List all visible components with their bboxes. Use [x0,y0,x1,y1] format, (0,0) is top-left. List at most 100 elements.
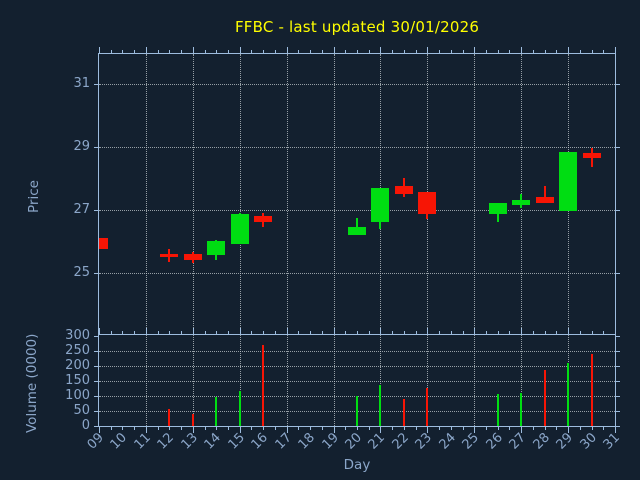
price-gridline [99,272,615,274]
x-tickmark-bottom [298,427,300,430]
x-tickmark-top [532,50,534,53]
volume-tickmark [616,426,620,427]
x-tickmark-top [122,50,124,53]
volume-tick-label: 0 [81,418,90,433]
x-tickmark-mid [486,331,487,334]
x-tickmark-mid [462,331,464,334]
x-tickmark-bottom [474,427,476,433]
x-tickmark-top [145,47,147,53]
x-tickmark-top [169,50,171,53]
x-gridline [380,335,382,426]
price-tickmark [616,273,620,274]
x-tickmark-top [192,47,194,53]
x-tickmark-bottom [263,427,265,430]
price-gridline [99,209,615,211]
x-tick-label: 19 [319,430,342,453]
x-tickmark-bottom [357,427,358,430]
x-tickmark-mid [591,331,593,334]
x-tickmark-mid [357,331,358,334]
volume-tickmark [616,381,620,382]
x-tickmark-top [134,50,136,53]
x-tickmark-mid [474,328,476,334]
x-tickmark-bottom [274,427,276,430]
x-tickmark-top [239,47,241,53]
x-tickmark-mid [286,328,288,334]
x-tick-label: 26 [483,430,506,453]
x-tickmark-bottom [450,427,452,430]
x-tickmark-top [380,47,382,53]
x-tickmark-mid [333,328,335,334]
x-tickmark-top [298,50,300,53]
volume-tickmark [94,381,98,382]
volume-gridline [99,380,615,382]
x-gridline [333,54,335,334]
x-tickmark-bottom [579,427,581,430]
x-tickmark-mid [204,331,206,334]
x-gridline [474,54,476,334]
volume-bar [356,395,358,426]
x-tickmark-mid [251,331,253,334]
x-tickmark-bottom [486,427,487,430]
volume-panel [98,335,616,427]
x-tickmark-top [228,50,229,53]
x-tickmark-top [274,50,276,53]
x-tickmark-bottom [497,427,499,430]
x-tickmark-top [333,47,335,53]
x-tickmark-bottom [556,427,558,430]
x-tickmark-top [99,47,100,53]
x-tickmark-top [486,50,487,53]
x-tickmark-bottom [368,427,370,430]
volume-tickmark [94,396,98,397]
x-gridline [192,335,194,426]
x-tickmark-top [263,50,265,53]
candle-body-down [183,253,202,261]
x-tickmark-mid [392,331,394,334]
x-tickmark-top [357,50,358,53]
candle-wick [543,186,546,204]
x-axis-label: Day [343,457,371,473]
x-tickmark-bottom [427,427,429,433]
x-tick-label: 17 [272,430,295,453]
x-tickmark-bottom [415,427,417,430]
x-tickmark-mid [532,331,534,334]
x-tickmark-bottom [110,427,112,430]
x-tickmark-top [181,50,183,53]
x-gridline [145,335,147,426]
candle-body-down [535,197,554,204]
candle-body-down [254,216,273,223]
x-tick-label: 23 [412,430,436,453]
volume-gridline [99,350,615,352]
x-tickmark-bottom [169,427,171,430]
price-gridline [99,146,615,148]
candle-body-down [582,153,601,158]
x-tickmark-bottom [239,427,241,433]
volume-bar [496,394,499,426]
x-tickmark-top [556,50,558,53]
x-tick-label: 24 [436,430,459,453]
x-tickmark-top [439,50,441,53]
x-tickmark-mid [556,331,558,334]
x-tickmark-mid [239,328,241,334]
x-tickmark-bottom [603,427,605,430]
x-gridline [192,54,194,334]
x-gridline [239,54,241,334]
x-tickmark-bottom [310,427,312,430]
x-tickmark-mid [415,331,417,334]
x-tick-label: 30 [577,430,600,453]
x-tickmark-bottom [532,427,534,430]
volume-tickmark [94,336,98,337]
volume-tick-label: 50 [73,402,90,418]
x-tickmark-bottom [216,427,218,430]
x-tick-label: 21 [366,430,389,453]
x-tickmark-mid [157,331,159,334]
price-tickmark [616,84,620,85]
volume-tickmark [616,396,620,397]
x-tickmark-mid [544,331,546,334]
volume-tickmark [94,351,98,352]
candle-body-up [230,214,249,245]
x-tickmark-mid [274,331,276,334]
x-tickmark-mid [310,331,312,334]
candle-wick [356,217,358,235]
x-tickmark-bottom [204,427,206,430]
price-tick-label: 31 [73,75,90,91]
